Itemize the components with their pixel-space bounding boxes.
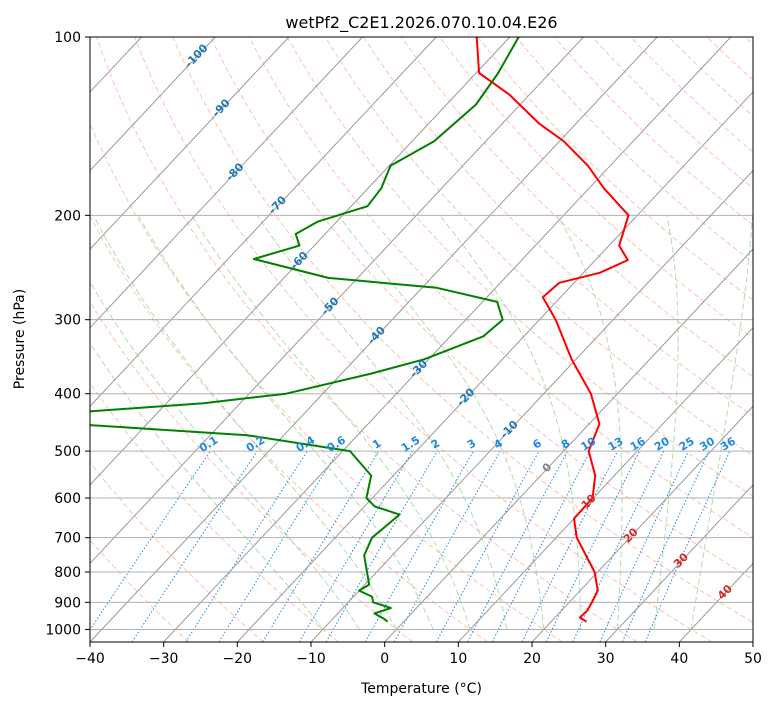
x-tick-label: 40 [670,651,688,667]
dry-adiabat-line [286,37,753,497]
mixing-ratio-line [491,450,591,642]
dry-adiabat-line [439,37,753,339]
dry-adiabat-line [90,215,488,642]
mixing-ratio-line [467,450,568,642]
mixing-ratio-line [90,450,211,631]
y-tick-label: 200 [54,208,81,224]
isotherm-line [310,169,753,642]
y-tick-label: 600 [54,491,81,507]
isotherm-line [90,37,437,407]
mixing-ratio-line [572,450,665,642]
y-tick-label: 900 [54,595,81,611]
x-tick-label: −30 [149,651,179,667]
y-tick-label: 700 [54,531,81,547]
x-axis-title: Temperature (°C) [360,681,482,697]
dry-adiabat-line [401,37,753,378]
isotherm-line [90,37,363,329]
x-tick-label: −40 [75,651,105,667]
isotherm-line [90,37,584,565]
moist-adiabat-line [690,215,753,630]
moist-adiabat-line [337,214,545,630]
mixing-ratio-line [621,450,710,642]
mixing-ratio-line [599,450,690,642]
isotherm-line [90,37,290,250]
x-tick-label: 0 [380,651,389,667]
y-axis-ticks: 100 200 300 400 500 600 700 800 900 1000 [45,30,90,638]
dry-adiabat-line [172,37,753,624]
x-tick-label: 30 [597,651,615,667]
x-axis-ticks: −40 −30 −20 −10 0 10 20 30 40 50 [75,642,762,667]
isotherm-line [384,248,753,642]
y-tick-label: 100 [54,30,81,46]
chart-title: wetPf2_C2E1.2026.070.10.04.E26 [285,13,557,33]
moist-adiabat-line [653,215,679,630]
mixing-ratio-line [521,450,619,642]
isotherm-line [90,37,658,642]
y-tick-label: 400 [54,387,81,403]
moist-adiabat-line [90,280,361,630]
x-tick-label: −20 [223,651,253,667]
mixing-ratio-line [262,450,380,642]
y-tick-label: 500 [54,444,81,460]
mixing-ratio-line [364,450,474,642]
dry-adiabat-line [90,382,339,642]
x-tick-label: −10 [296,651,326,667]
mixing-ratio-line [185,450,308,642]
dry-adiabat-line [90,539,190,642]
isotherm-line [605,484,753,642]
isotherm-line [163,37,732,642]
dewpoint-profile-line [90,37,520,623]
x-tick-label: 20 [523,651,541,667]
temperature-profile-line [475,37,630,623]
isotherm-line [457,326,753,642]
mixing-ratio-line [218,450,339,642]
isotherm-line [90,37,216,172]
x-tick-label: 50 [744,651,762,667]
dry-adiabat-line [210,37,753,581]
dry-adiabat-line [324,37,753,457]
mixing-ratio-line [435,450,540,642]
plot-frame [89,36,754,643]
isotherm-line [90,37,511,486]
dry-adiabat-line [90,122,563,642]
mixing-ratio-line [393,450,501,642]
y-tick-label: 800 [54,565,81,581]
dry-adiabat-line [134,37,712,642]
x-tick-label: 10 [449,651,467,667]
y-tick-label: 300 [54,313,81,329]
isotherm-line [236,91,753,642]
y-tick-label: 1000 [45,622,81,638]
profile-series [90,37,630,623]
pressure-grid [90,37,753,642]
y-axis-title: Pressure (hPa) [12,289,28,389]
dry-adiabat-line [90,461,264,642]
dry-adiabat-line [95,37,638,642]
isotherm-line [531,405,753,642]
